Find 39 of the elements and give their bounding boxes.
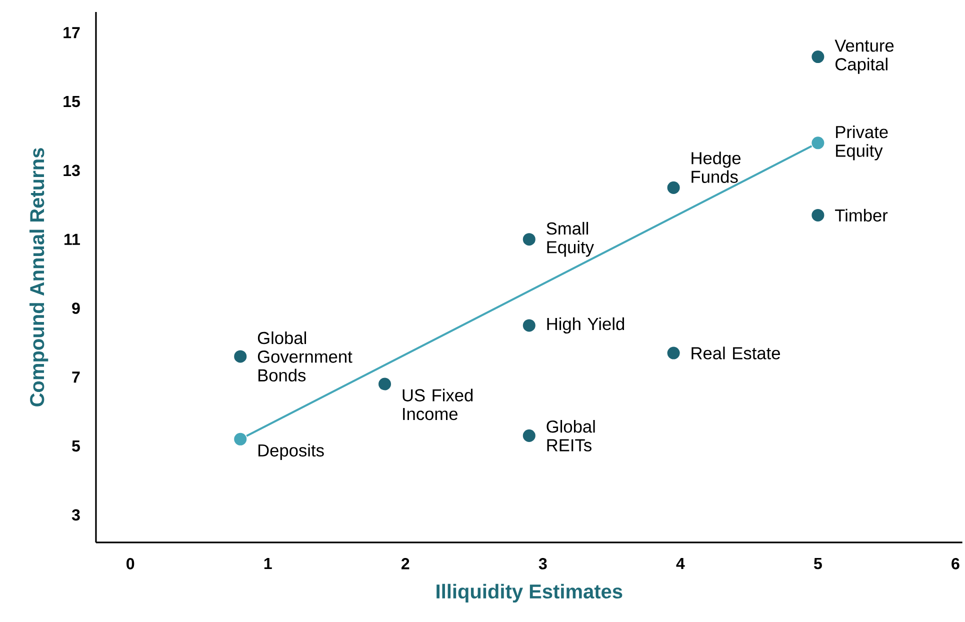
annotation: Real Estate <box>692 346 780 360</box>
y-tick-label: 3 <box>72 509 80 520</box>
point <box>810 49 826 64</box>
y-tick-label: 11 <box>64 234 80 245</box>
point <box>522 318 536 332</box>
x-tick-label: 5 <box>814 558 822 569</box>
annotation: Timber <box>835 208 888 222</box>
y-tick-label: 13 <box>64 164 80 176</box>
annotation: High Yield <box>547 317 624 334</box>
y-tick-label: 15 <box>64 96 80 107</box>
x-axis-title: Illiquidity Estimates <box>436 584 622 602</box>
x-tick-label: 1 <box>264 558 272 569</box>
y-tick-label: 9 <box>72 302 80 314</box>
y-tick-label: 7 <box>72 371 80 382</box>
point <box>810 136 826 150</box>
point <box>666 346 681 360</box>
y-tick-label: 17 <box>64 26 80 38</box>
annotation: Global Government Bonds <box>258 331 352 382</box>
annotation: Venture Capital <box>834 39 894 74</box>
x-tick-label: 0 <box>126 558 134 570</box>
x-tick-label: 3 <box>538 558 547 570</box>
annotation: Small Equity <box>546 222 594 257</box>
point <box>522 428 536 443</box>
point <box>666 180 681 195</box>
y-tick-label: 5 <box>72 440 80 452</box>
annotation: Deposits <box>258 444 324 460</box>
annotation: Hedge Funds <box>692 151 741 183</box>
x-tick-label: 6 <box>952 558 960 570</box>
x-tick-label: 2 <box>402 558 410 569</box>
annotation: Private Equity <box>836 125 888 160</box>
point <box>233 432 248 446</box>
point <box>810 208 826 222</box>
point <box>233 349 248 364</box>
y-axis-title: Compound Annual Returns <box>30 148 48 406</box>
annotation: US Fixed Income <box>402 388 473 420</box>
annotation: Global REITs <box>546 420 595 452</box>
point <box>522 232 536 246</box>
point <box>378 376 392 391</box>
x-tick-label: 4 <box>676 558 685 569</box>
